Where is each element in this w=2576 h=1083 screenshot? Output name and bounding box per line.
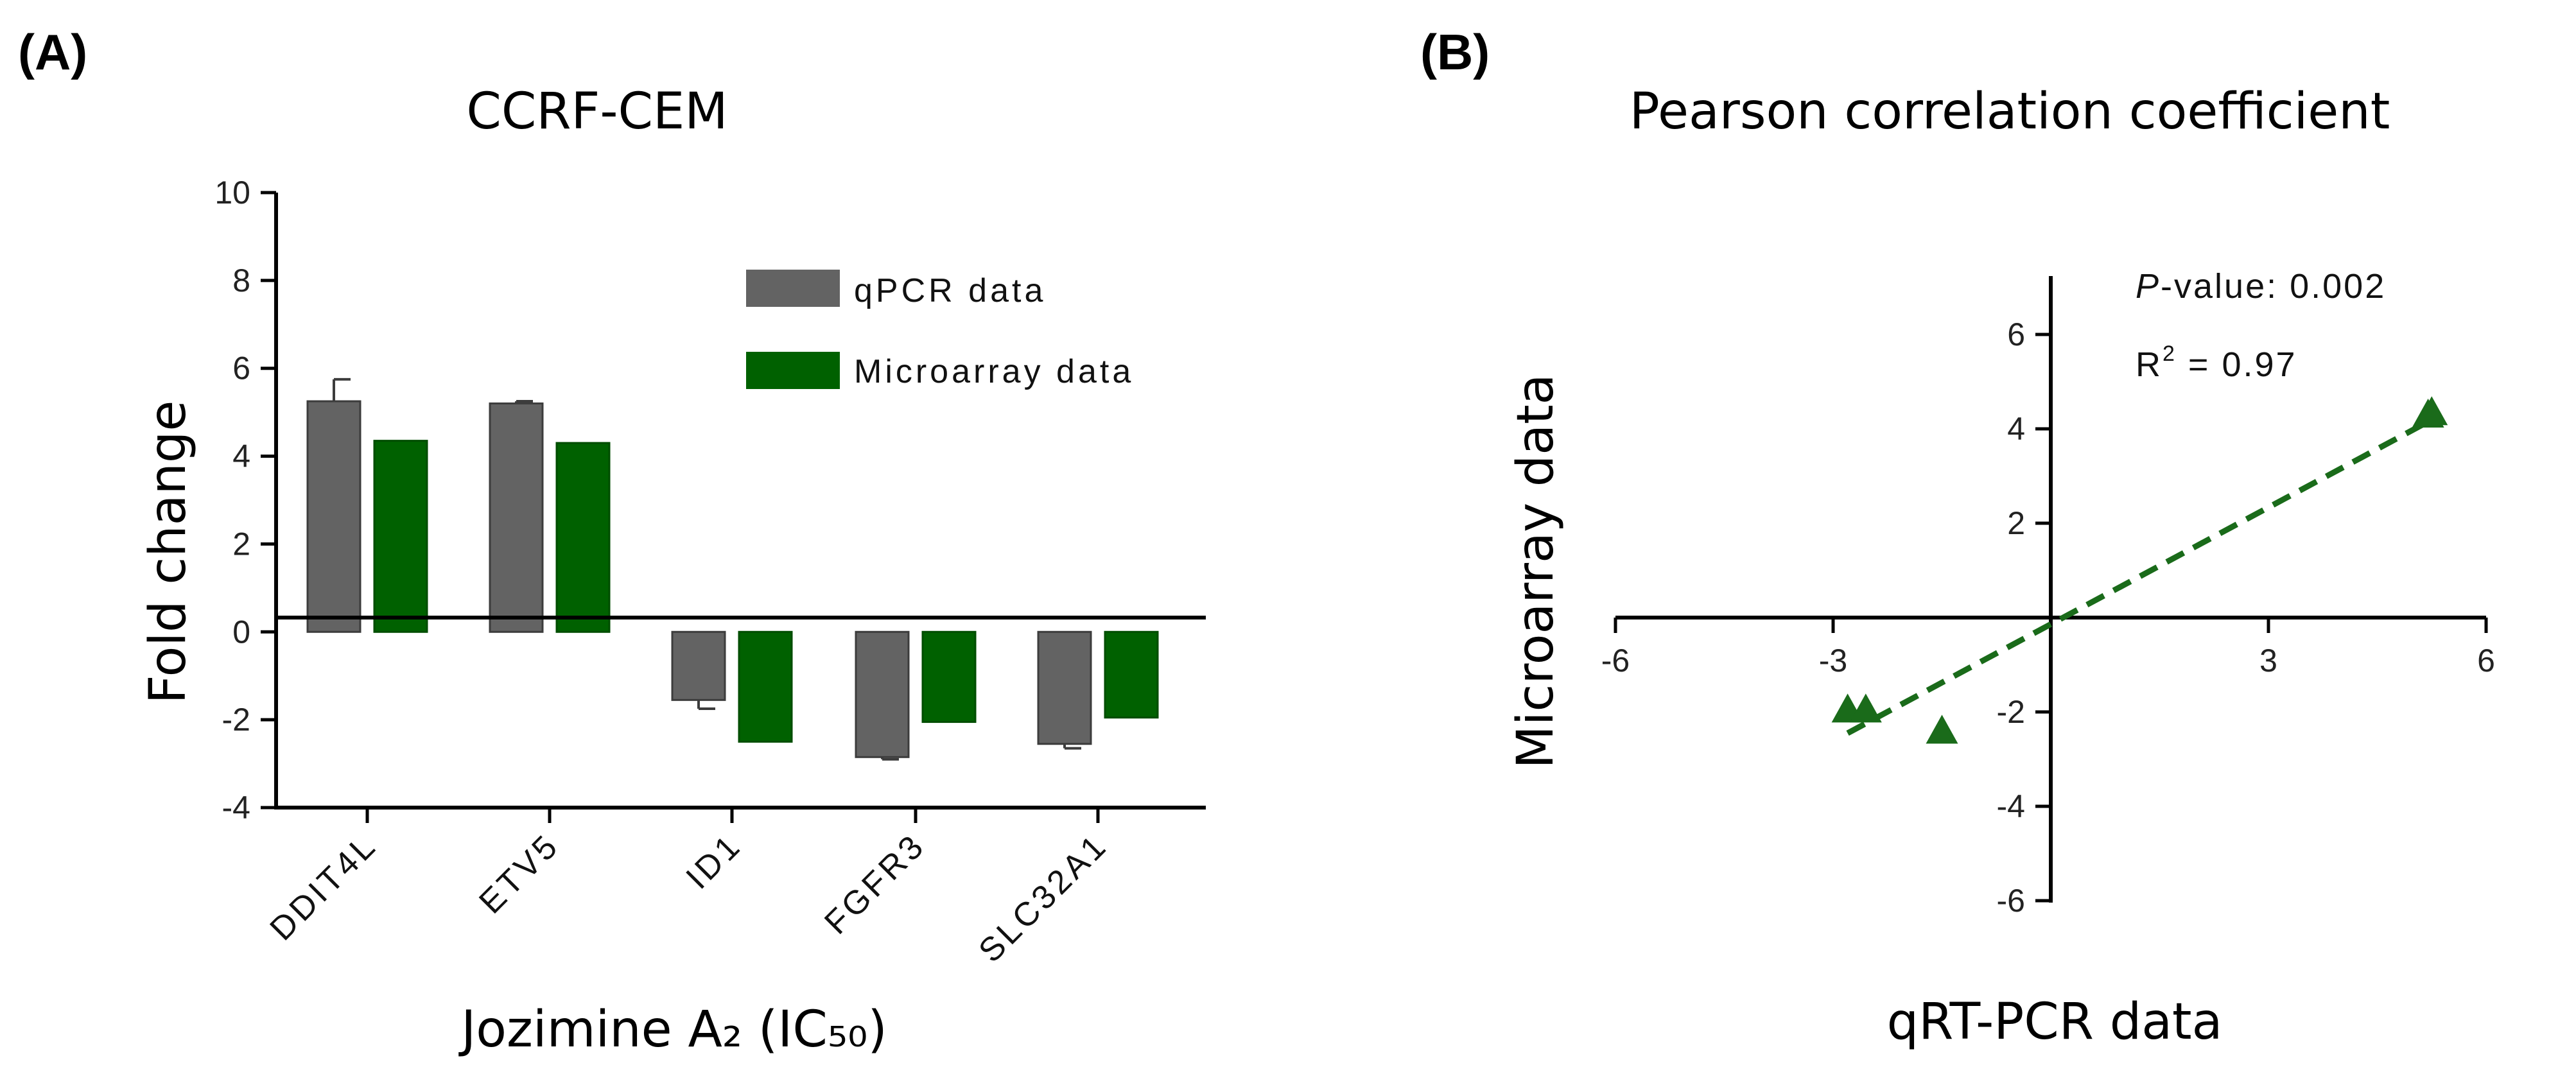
legend-swatch-microarray — [746, 352, 840, 389]
scatter-point — [2415, 396, 2448, 426]
panel-label-b: (B) — [1420, 24, 1490, 80]
legend-label-qpcr: qPCR data — [854, 272, 1046, 309]
scatter-y-tick-label: 6 — [2007, 316, 2025, 352]
scatter-y-tick-label: -4 — [1997, 788, 2025, 824]
r-squared-annotation: R2 = 0.97 — [2136, 342, 2297, 384]
bar-qpcr-id1 — [671, 630, 726, 701]
bar-legend: qPCR data Microarray data — [746, 270, 1134, 390]
scatter-y-tick-label: -6 — [1997, 883, 2025, 919]
scatter-x-tick-label: 3 — [2259, 643, 2277, 679]
bar-x-ticks: DDIT4L ETV5 ID1 FGFR3 SLC32A1 — [263, 808, 1115, 970]
legend-swatch-qpcr — [746, 270, 840, 307]
panel-label-a: (A) — [18, 24, 87, 80]
scatter-chart-title: Pearson correlation coefficient — [1630, 83, 2390, 141]
bar-y-tick-label: 2 — [232, 526, 250, 562]
r-squared-r: R — [2136, 345, 2163, 384]
bar-y-ticks: -4 -2 0 2 4 6 8 10 — [214, 175, 276, 826]
bar-qpcr-ddit4l — [306, 400, 361, 633]
scatter-y-axis-title: Microarray data — [1507, 374, 1565, 769]
r-squared-exponent: 2 — [2163, 342, 2177, 366]
bar-microarray-ddit4l — [373, 440, 428, 633]
scatter-x-ticks: -6 -3 3 6 — [1601, 618, 2495, 679]
bar-y-tick-label: 6 — [232, 351, 250, 386]
bar-y-tick-label: -4 — [222, 790, 250, 826]
bar-qpcr-slc32a1 — [1037, 630, 1092, 745]
scatter-x-tick-label: -3 — [1819, 643, 1847, 679]
bar-microarray-etv5 — [555, 442, 611, 633]
bar-y-axis-title: Fold change — [139, 401, 197, 704]
scatter-x-axis-title: qRT-PCR data — [1887, 993, 2223, 1051]
legend-label-microarray: Microarray data — [854, 353, 1134, 390]
bar-series — [306, 377, 1159, 761]
bar-chart: CCRF-CEM -4 -2 0 2 4 6 8 10 DDIT4L ETV5 ID1 FGFR3 S… — [139, 83, 1206, 1059]
p-value-annotation: P-value: 0.002 — [2136, 267, 2386, 306]
bar-chart-title: CCRF-CEM — [466, 83, 727, 141]
bar-microarray-slc32a1 — [1104, 630, 1159, 719]
category-label-ddit4l: DDIT4L — [263, 826, 385, 948]
bar-microarray-fgfr3 — [921, 630, 977, 723]
scatter-point — [1849, 693, 1882, 723]
regression-fit-line — [1846, 419, 2430, 736]
category-label-id1: ID1 — [679, 826, 749, 896]
bar-y-tick-label: 10 — [214, 175, 250, 211]
bar-y-tick-label: 4 — [232, 438, 250, 474]
bar-x-axis-title: Jozimine A₂ (IC₅₀) — [458, 1001, 887, 1059]
bar-qpcr-etv5 — [489, 402, 544, 633]
r-squared-value: = 0.97 — [2177, 345, 2297, 384]
scatter-y-tick-label: 2 — [2007, 505, 2025, 541]
scatter-points — [1831, 396, 2448, 744]
bar-qpcr-fgfr3 — [855, 630, 910, 758]
p-value-text: -value: 0.002 — [2161, 267, 2386, 306]
scatter-x-tick-label: 6 — [2477, 643, 2495, 679]
scatter-x-tick-label: -6 — [1601, 643, 1630, 679]
category-label-fgfr3: FGFR3 — [817, 826, 932, 941]
p-value-italic-p: P — [2136, 267, 2161, 306]
scatter-point — [1926, 715, 1958, 744]
scatter-y-tick-label: 4 — [2007, 411, 2025, 447]
category-label-etv5: ETV5 — [472, 826, 566, 921]
bar-microarray-id1 — [738, 630, 793, 743]
scatter-chart: Pearson correlation coefficient -6 -3 3 6 -… — [1507, 83, 2495, 1051]
category-label-slc32a1: SLC32A1 — [971, 826, 1115, 969]
bar-y-tick-label: 0 — [232, 614, 250, 650]
bar-y-tick-label: 8 — [232, 263, 250, 299]
scatter-y-ticks: -6 -4 -2 2 4 6 — [1997, 316, 2051, 919]
scatter-y-tick-label: -2 — [1997, 694, 2025, 730]
bar-y-tick-label: -2 — [222, 702, 250, 738]
